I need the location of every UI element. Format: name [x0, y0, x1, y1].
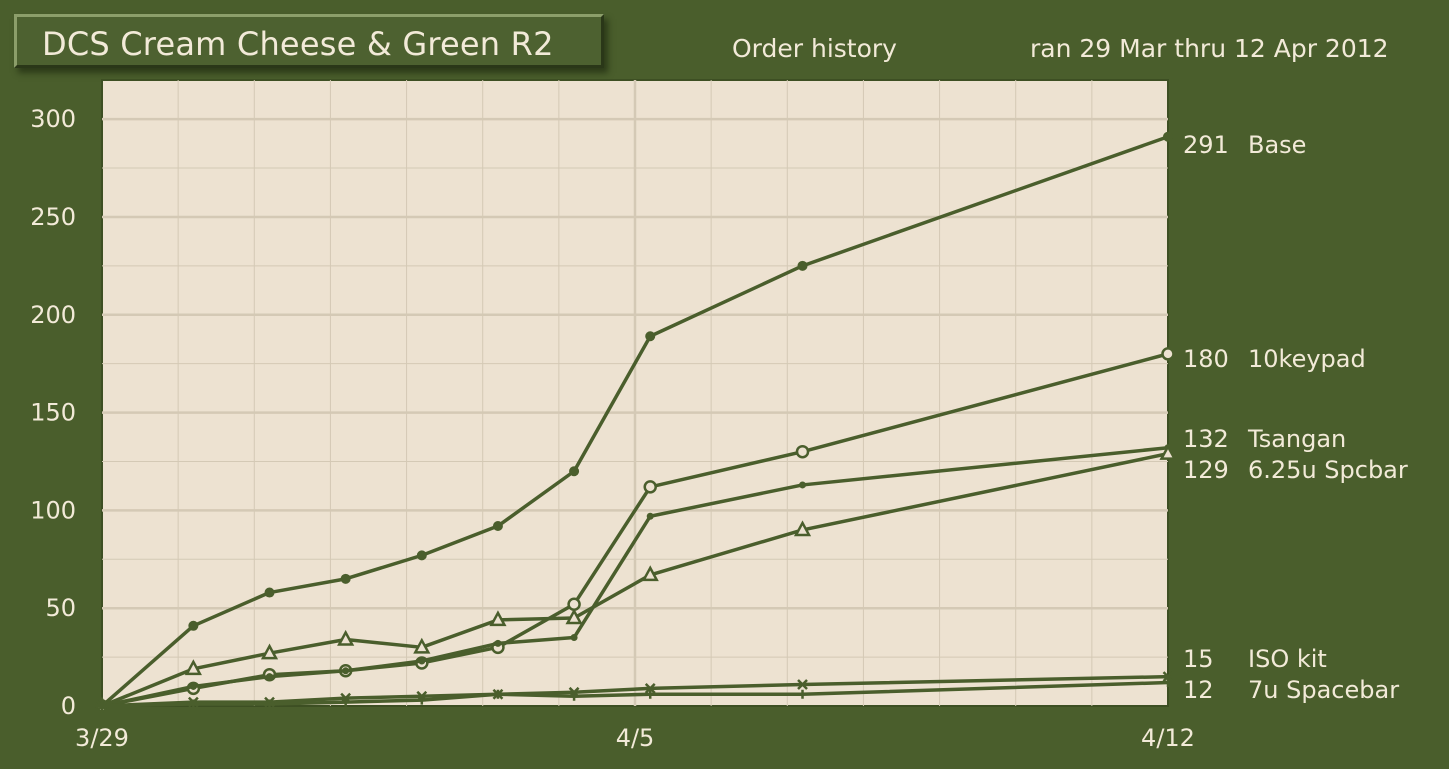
series-point	[798, 689, 808, 699]
series-point	[416, 550, 427, 561]
chart-title: DCS Cream Cheese & Green R2	[42, 25, 554, 63]
series-point	[646, 512, 654, 520]
y-tick-label: 100	[30, 496, 76, 524]
series-point	[265, 699, 275, 709]
series-line	[101, 451, 1169, 708]
series-point	[797, 260, 808, 271]
series-point	[641, 565, 659, 582]
y-tick-label: 0	[61, 692, 76, 720]
series-point	[341, 697, 351, 707]
series-tsangan	[98, 444, 1172, 710]
series-line	[101, 674, 1169, 708]
series-point	[1159, 444, 1177, 460]
end-label-name: 6.25u Spcbar	[1248, 456, 1408, 484]
end-label-value: 291	[1183, 131, 1229, 159]
chart-title-box: DCS Cream Cheese & Green R2	[14, 14, 604, 68]
series-point	[570, 634, 578, 642]
x-axis-ticks: 3/29 4/5 4/12	[75, 724, 1195, 752]
series-point	[492, 521, 503, 532]
series-point	[567, 597, 581, 612]
end-label-name: Base	[1248, 131, 1306, 159]
series-point	[644, 683, 656, 694]
chart-subtitle: Order history	[732, 34, 897, 63]
y-tick-label: 200	[30, 301, 76, 329]
series-point	[643, 480, 657, 494]
series-7u-spacebar	[97, 678, 1173, 711]
series-point	[1163, 678, 1173, 688]
series-point	[260, 643, 279, 660]
series-point	[797, 679, 808, 690]
series-group	[93, 131, 1177, 713]
series-point	[189, 682, 197, 690]
series-point	[489, 610, 507, 627]
series-point	[417, 695, 427, 705]
grid-lines	[102, 80, 1168, 706]
series-line	[101, 680, 1169, 708]
date-range: ran 29 Mar thru 12 Apr 2012	[1030, 34, 1389, 63]
end-label-name: Tsangan	[1247, 425, 1346, 453]
series-point	[418, 657, 426, 665]
series-line	[101, 446, 1169, 708]
series-point	[340, 573, 351, 584]
series-line	[100, 135, 1169, 708]
end-label-name: 7u Spacebar	[1248, 676, 1399, 704]
series-point	[188, 699, 198, 709]
series-point	[264, 587, 275, 598]
y-tick-label: 150	[30, 399, 76, 427]
end-label-value: 132	[1183, 425, 1229, 453]
x-tick-label: 4/12	[1141, 724, 1195, 752]
series-point	[1162, 671, 1174, 683]
series-point	[184, 659, 202, 676]
end-label-value: 12	[1183, 676, 1214, 704]
end-label-value: 15	[1183, 645, 1214, 673]
end-label-value: 129	[1183, 456, 1229, 484]
series-point	[188, 620, 199, 631]
end-label-value: 180	[1183, 345, 1229, 373]
y-axis-ticks: 0 50 100 150 200 250 300	[30, 105, 76, 720]
series-point	[413, 637, 431, 654]
series-point	[97, 701, 107, 711]
series-point	[793, 520, 812, 537]
series-point	[645, 331, 656, 342]
series-point	[645, 689, 655, 699]
series-point	[1163, 131, 1173, 142]
y-tick-label: 50	[45, 594, 76, 622]
series-point	[494, 639, 502, 647]
series-point	[565, 608, 583, 625]
y-tick-label: 300	[30, 105, 76, 133]
y-tick-label: 250	[30, 203, 76, 231]
series-point	[569, 691, 579, 701]
series-point	[337, 629, 355, 646]
end-labels: 291 Base 180 10keypad 132 Tsangan 129 6.25u Spc…	[1183, 131, 1408, 704]
series-point	[342, 667, 350, 675]
series-point	[795, 444, 810, 459]
series-point	[799, 481, 807, 489]
series-point	[569, 466, 580, 477]
end-label-name: ISO kit	[1248, 645, 1327, 673]
x-tick-label: 4/5	[616, 724, 655, 752]
end-label-name: 10keypad	[1248, 345, 1366, 373]
series-point	[493, 689, 503, 699]
series-point	[266, 673, 274, 681]
series-point	[1161, 347, 1175, 361]
series-6-25u-spcbar	[93, 444, 1177, 713]
x-tick-label: 3/29	[75, 724, 129, 752]
